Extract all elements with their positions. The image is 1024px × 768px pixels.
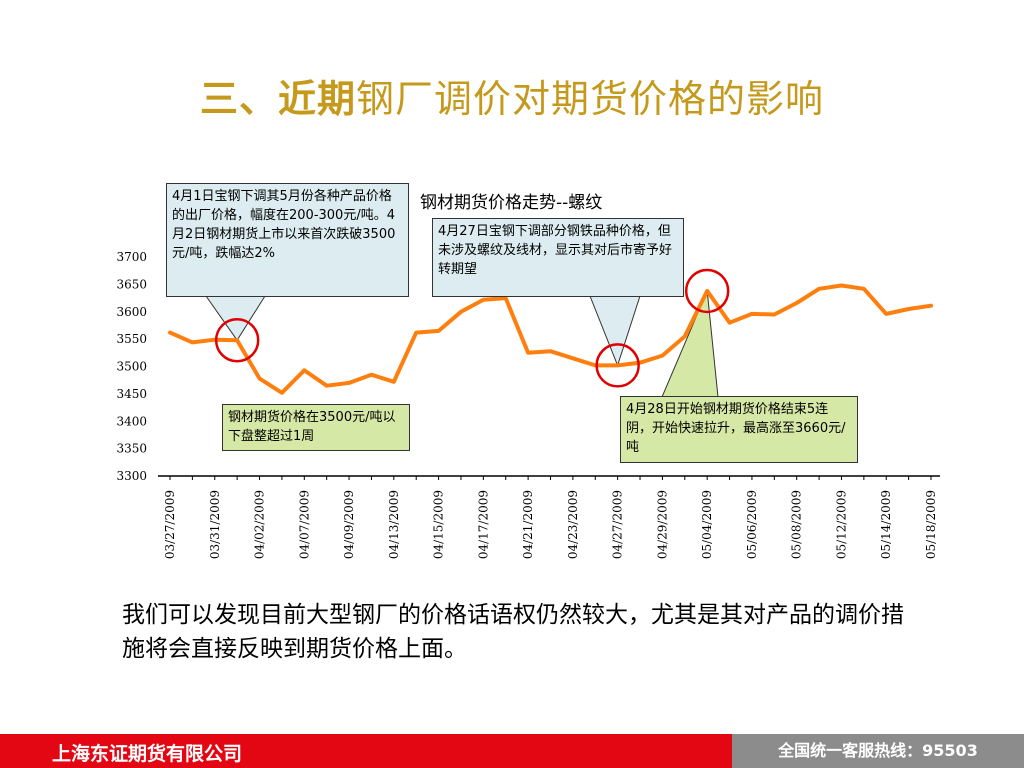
- data-point: [526, 351, 530, 355]
- data-point: [302, 368, 306, 372]
- y-tick-label: 3650: [116, 277, 147, 291]
- callout-apr1: 4月1日宝钢下调其5月份各种产品价格的出厂价格，幅度在200-300元/吨。4月…: [166, 183, 409, 297]
- slide-title-emphasis: 三、近期: [199, 77, 356, 121]
- data-point: [750, 312, 754, 316]
- data-point: [907, 307, 911, 311]
- slide-title-rest: 钢厂调价对期货价格的影响: [356, 77, 825, 121]
- x-tick-label: 04/23/2009: [566, 490, 580, 559]
- data-point: [437, 329, 441, 333]
- footer-hotline: 全国统一客服热线：95503: [732, 734, 1024, 768]
- highlight-circle: [214, 317, 260, 363]
- y-tick-label: 3700: [116, 250, 147, 264]
- data-point: [660, 354, 664, 358]
- x-tick-label: 03/27/2009: [163, 490, 177, 559]
- price-line-chart: 3300 3350 3400 3450 3500 3550 3600 3650 3700 03/…: [116, 250, 940, 559]
- data-point: [772, 312, 776, 316]
- x-tick-label: 03/31/2009: [208, 490, 222, 559]
- x-tick-label: 05/04/2009: [700, 490, 714, 559]
- callout-apr28: 4月28日开始钢材期货价格结束5连阴，开始快速拉升，最高涨至3660元/吨: [620, 396, 858, 463]
- data-point: [616, 363, 620, 367]
- data-point: [862, 287, 866, 291]
- data-point: [728, 321, 732, 325]
- x-tick-label: 05/08/2009: [790, 490, 804, 559]
- y-tick-label: 3350: [116, 442, 147, 456]
- callout-apr27-pointer: [589, 295, 641, 367]
- x-tick-label: 04/15/2009: [432, 490, 446, 559]
- footer-company-name: 上海东证期货有限公司: [52, 743, 243, 765]
- x-tick-label: 05/12/2009: [834, 490, 848, 559]
- data-point: [168, 331, 172, 335]
- x-tick-label: 04/13/2009: [387, 490, 401, 559]
- data-point: [280, 391, 284, 395]
- data-point: [929, 304, 933, 308]
- x-tick-label: 04/17/2009: [476, 490, 490, 559]
- data-point: [884, 312, 888, 316]
- data-point: [795, 301, 799, 305]
- highlight-circle: [684, 268, 730, 314]
- data-point: [683, 334, 687, 338]
- highlight-circle: [595, 343, 640, 388]
- data-point: [481, 298, 485, 302]
- y-tick-label: 3300: [116, 469, 147, 483]
- data-point: [325, 384, 329, 388]
- data-point: [258, 377, 262, 381]
- y-tick-label: 3450: [116, 387, 147, 401]
- data-point: [839, 283, 843, 287]
- data-point: [504, 296, 508, 300]
- data-point: [190, 340, 194, 344]
- slide-title: 三、近期钢厂调价对期货价格的影响: [0, 68, 1024, 123]
- x-tick-label: 04/27/2009: [611, 490, 625, 559]
- x-tick-label: 04/09/2009: [342, 490, 356, 559]
- y-tick-label: 3400: [116, 414, 147, 428]
- x-tick-label: 04/21/2009: [521, 490, 535, 559]
- footer-bar: 上海东证期货有限公司 全国统一客服热线：95503: [0, 734, 1024, 768]
- y-tick-label: 3600: [116, 305, 147, 319]
- data-point: [235, 338, 239, 342]
- callout-apr28-pointer: [661, 290, 719, 398]
- data-point: [392, 380, 396, 384]
- x-tick-label: 05/14/2009: [879, 490, 893, 559]
- data-point: [817, 287, 821, 291]
- y-tick-label: 3500: [116, 360, 147, 374]
- data-point: [571, 356, 575, 360]
- x-tick-label: 04/29/2009: [655, 490, 669, 559]
- x-tick-label: 04/02/2009: [253, 490, 267, 559]
- data-point: [459, 310, 463, 314]
- data-point: [549, 349, 552, 353]
- series-line: [168, 283, 933, 395]
- callout-apr27: 4月27日宝钢下调部分钢铁品种价格，但未涉及螺纹及线材，显示其对后市寄予好转期望: [432, 218, 684, 297]
- data-point: [705, 289, 709, 293]
- data-point: [414, 331, 418, 335]
- x-tick-label: 04/07/2009: [297, 490, 311, 559]
- data-point: [347, 381, 351, 385]
- conclusion-text: 我们可以发现目前大型钢厂的价格话语权仍然较大，尤其是其对产品的调价措施将会直接反…: [122, 602, 904, 662]
- callout-consolidation: 钢材期货价格在3500元/吨以下盘整超过1周: [222, 404, 410, 451]
- chart-title: 钢材期货价格走势--螺纹: [420, 193, 603, 213]
- x-tick-label: 05/06/2009: [745, 490, 759, 559]
- data-point: [369, 373, 373, 377]
- y-tick-label: 3550: [116, 332, 147, 346]
- x-tick-label: 05/18/2009: [924, 490, 938, 559]
